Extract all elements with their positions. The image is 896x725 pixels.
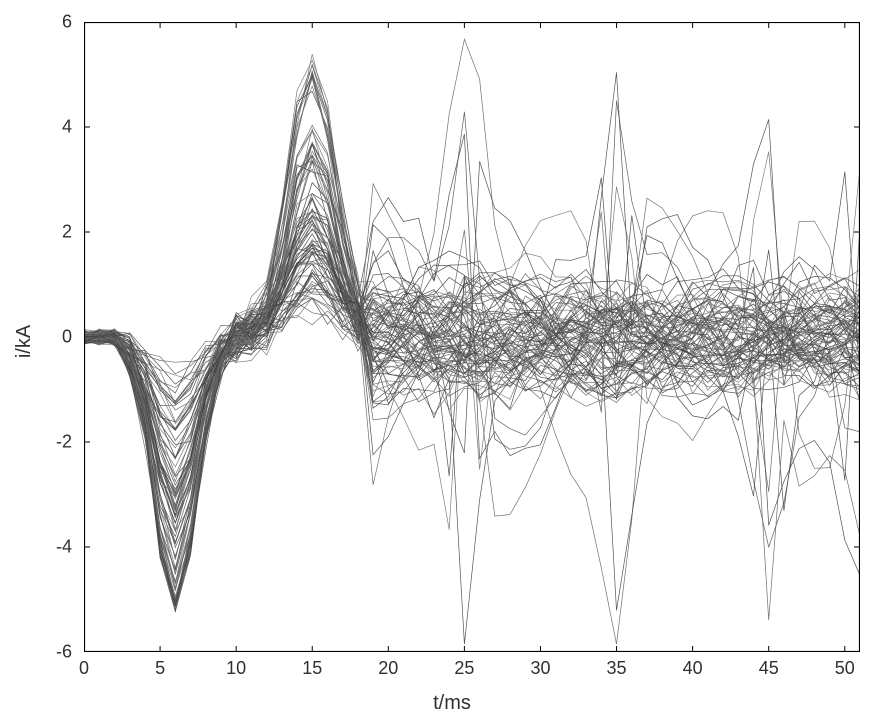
x-tick-label: 35 <box>607 658 627 679</box>
series-lines <box>84 39 860 644</box>
series-line <box>84 143 860 570</box>
y-axis-label: i/kA <box>13 325 36 358</box>
y-tick-label: 2 <box>0 222 72 243</box>
y-tick-label: -6 <box>0 642 72 663</box>
x-tick-label: 25 <box>454 658 474 679</box>
x-tick-label: 40 <box>683 658 703 679</box>
x-tick-label: 45 <box>759 658 779 679</box>
x-tick-label: 0 <box>79 658 89 679</box>
figure: 05101520253035404550 -6-4-20246 t/ms i/k… <box>0 0 896 725</box>
y-tick-label: -4 <box>0 537 72 558</box>
x-tick-label: 10 <box>226 658 246 679</box>
series-line <box>84 157 860 388</box>
x-axis-label: t/ms <box>433 692 471 715</box>
x-tick-label: 15 <box>302 658 322 679</box>
plot-area <box>84 22 860 652</box>
series-line <box>84 212 860 572</box>
y-tick-label: 6 <box>0 12 72 33</box>
x-tick-label: 50 <box>835 658 855 679</box>
x-tick-label: 20 <box>378 658 398 679</box>
y-tick-label: 4 <box>0 117 72 138</box>
x-tick-label: 5 <box>155 658 165 679</box>
x-tick-label: 30 <box>530 658 550 679</box>
y-tick-label: -2 <box>0 432 72 453</box>
series-line <box>84 72 860 575</box>
